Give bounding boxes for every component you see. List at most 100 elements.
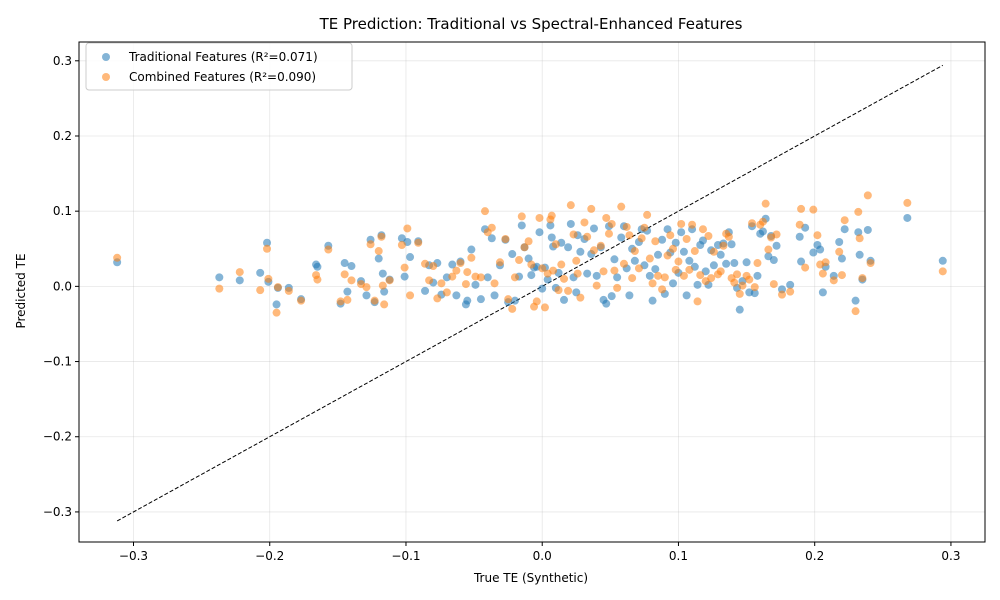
data-point — [604, 229, 613, 238]
data-point — [671, 265, 680, 274]
data-point — [679, 247, 688, 256]
data-point — [671, 238, 680, 247]
data-point — [517, 212, 526, 221]
data-point — [480, 207, 489, 216]
y-tick-label: 0.2 — [53, 129, 72, 143]
data-point — [264, 274, 273, 283]
y-tick-label: 0.1 — [53, 204, 72, 218]
data-point — [685, 265, 694, 274]
data-point — [362, 291, 371, 300]
data-point — [596, 241, 605, 250]
data-point — [587, 204, 596, 213]
data-point — [835, 247, 844, 256]
data-point — [569, 230, 578, 239]
data-point — [903, 198, 912, 207]
data-point — [677, 228, 686, 237]
data-point — [772, 241, 781, 250]
data-point — [607, 292, 616, 301]
data-point — [750, 289, 759, 298]
data-point — [851, 296, 860, 305]
data-point — [858, 274, 867, 283]
data-point — [722, 259, 731, 268]
data-point — [592, 271, 601, 280]
data-point — [658, 285, 667, 294]
data-point — [938, 267, 947, 276]
x-tick-label: −0.2 — [255, 549, 284, 563]
data-point — [476, 273, 485, 282]
data-point — [607, 219, 616, 228]
data-point — [340, 270, 349, 279]
data-point — [487, 234, 496, 243]
chart-title: TE Prediction: Traditional vs Spectral-E… — [319, 15, 743, 33]
data-point — [297, 296, 306, 305]
data-point — [456, 259, 465, 268]
data-point — [778, 290, 787, 299]
data-point — [903, 213, 912, 222]
data-point — [707, 274, 716, 283]
data-point — [696, 271, 705, 280]
series-combined — [113, 191, 947, 317]
data-point — [643, 210, 652, 219]
data-point — [589, 224, 598, 233]
data-point — [284, 286, 293, 295]
data-point — [576, 247, 585, 256]
data-point — [795, 220, 804, 229]
data-point — [854, 228, 863, 237]
x-tick-label: 0.0 — [533, 549, 552, 563]
data-point — [374, 247, 383, 256]
data-point — [628, 274, 637, 283]
data-point — [738, 281, 747, 290]
data-point — [385, 276, 394, 285]
data-point — [674, 257, 683, 266]
data-point — [938, 256, 947, 265]
data-point — [535, 228, 544, 237]
data-points — [113, 191, 947, 317]
data-point — [854, 207, 863, 216]
data-point — [370, 296, 379, 305]
data-point — [753, 271, 762, 280]
data-point — [786, 280, 795, 289]
data-point — [682, 291, 691, 300]
plot-frame — [78, 41, 986, 543]
data-point — [750, 283, 759, 292]
data-point — [452, 266, 461, 275]
data-point — [797, 257, 806, 266]
data-point — [551, 240, 560, 249]
data-point — [343, 295, 352, 304]
data-point — [448, 272, 457, 281]
data-point — [663, 251, 672, 260]
data-point — [592, 281, 601, 290]
data-point — [693, 280, 702, 289]
data-point — [527, 271, 536, 280]
data-point — [515, 256, 524, 265]
data-point — [818, 288, 827, 297]
x-tick-label: 0.2 — [805, 549, 824, 563]
data-point — [560, 295, 569, 304]
legend-marker — [102, 53, 110, 61]
data-point — [527, 260, 536, 269]
data-point — [617, 202, 626, 211]
data-point — [772, 230, 781, 239]
data-point — [698, 236, 707, 245]
data-point — [380, 300, 389, 309]
data-point — [540, 303, 549, 312]
data-point — [753, 259, 762, 268]
data-point — [378, 281, 387, 290]
data-point — [347, 262, 356, 271]
data-point — [613, 283, 622, 292]
data-point — [651, 237, 660, 246]
data-point — [610, 255, 619, 264]
data-point — [704, 231, 713, 240]
legend-marker — [102, 73, 110, 81]
y-tick-label: −0.1 — [43, 355, 72, 369]
data-point — [840, 225, 849, 234]
data-point — [679, 271, 688, 280]
data-point — [532, 297, 541, 306]
data-point — [821, 258, 830, 267]
data-point — [467, 245, 476, 254]
data-point — [215, 273, 224, 282]
legend: Traditional Features (R²=0.071) Combined … — [85, 42, 353, 91]
data-point — [406, 291, 415, 300]
data-point — [654, 271, 663, 280]
